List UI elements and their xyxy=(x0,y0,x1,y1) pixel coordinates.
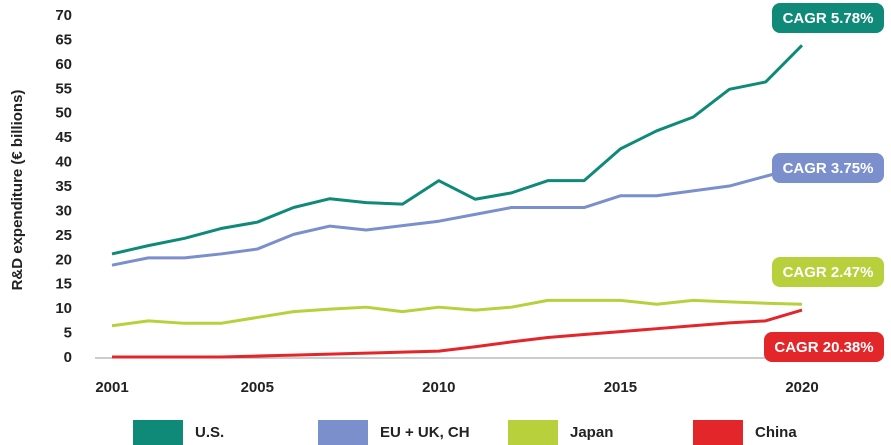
y-tick-label: 0 xyxy=(64,349,72,366)
annotation-box xyxy=(772,257,884,287)
y-tick-label: 40 xyxy=(55,154,72,171)
y-tick-label: 55 xyxy=(55,80,72,97)
y-tick-label: 20 xyxy=(55,251,72,268)
series-line xyxy=(112,308,803,359)
y-tick-label: 5 xyxy=(64,325,72,342)
annotation: CAGR 3.75% xyxy=(783,160,874,177)
x-tick-label: 2020 xyxy=(785,379,818,396)
annotation-box xyxy=(764,332,884,362)
y-tick-label: 50 xyxy=(55,105,72,122)
annotation: CAGR 2.47% xyxy=(783,264,874,281)
legend-label: Japan xyxy=(570,424,613,441)
y-tick-label: 60 xyxy=(55,56,72,73)
series-line xyxy=(111,44,804,256)
y-tick-label: 65 xyxy=(55,31,72,48)
x-tick-label: 2005 xyxy=(241,379,274,396)
annotation: CAGR 5.78% xyxy=(783,10,874,27)
y-tick-label: 35 xyxy=(55,178,72,195)
legend-swatch xyxy=(318,420,368,445)
legend-swatch xyxy=(508,420,558,445)
y-tick-label: 30 xyxy=(55,202,72,219)
legend-label: China xyxy=(755,424,797,441)
series-line xyxy=(111,298,803,328)
x-tick-label: 2015 xyxy=(604,379,637,396)
x-tick-label: 2001 xyxy=(95,379,128,396)
y-tick-label: 45 xyxy=(55,129,72,146)
y-tick-label: 10 xyxy=(55,300,72,317)
y-tick-label: 15 xyxy=(55,276,72,293)
y-tick-label: 25 xyxy=(55,227,72,244)
x-tick-label: 2010 xyxy=(422,379,455,396)
legend-label: EU + UK, CH xyxy=(380,424,470,441)
legend-label: U.S. xyxy=(195,424,224,441)
legend-swatch xyxy=(693,420,743,445)
annotation-box xyxy=(772,153,884,183)
series-line xyxy=(111,165,803,267)
y-axis-label: R&D expenditure (€ billions) xyxy=(9,90,26,291)
annotation-box xyxy=(772,3,884,33)
y-tick-label: 70 xyxy=(55,7,72,24)
legend-swatch xyxy=(133,420,183,445)
annotation: CAGR 20.38% xyxy=(774,339,873,356)
